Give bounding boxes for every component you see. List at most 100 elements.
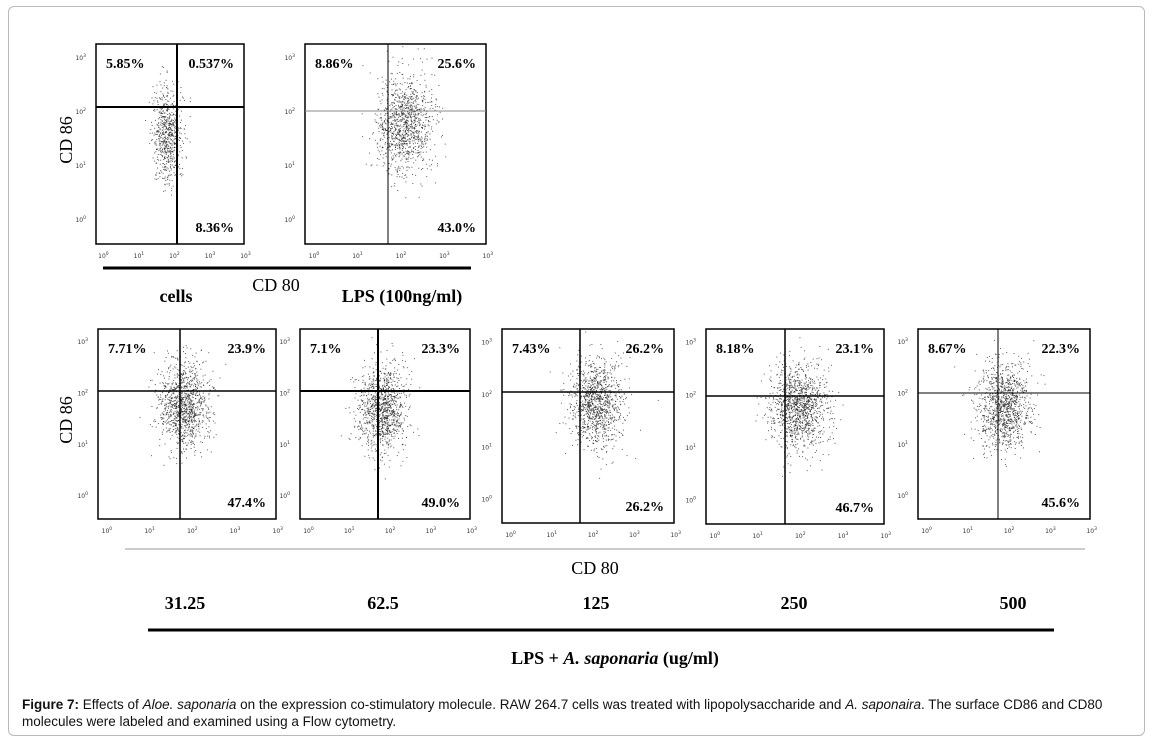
data-point	[183, 448, 184, 450]
data-point	[598, 397, 600, 399]
data-point	[589, 417, 591, 419]
data-point	[417, 109, 419, 111]
data-point	[363, 431, 365, 433]
data-point	[198, 421, 200, 423]
data-point	[398, 166, 400, 168]
data-point	[402, 352, 404, 354]
data-point	[174, 161, 176, 163]
data-point	[192, 417, 194, 419]
data-point	[435, 103, 437, 105]
data-point	[586, 390, 588, 392]
data-point	[189, 371, 191, 372]
data-point	[157, 130, 159, 132]
data-point	[170, 138, 172, 140]
data-point	[370, 422, 372, 424]
data-point	[373, 374, 375, 376]
data-point	[423, 48, 425, 50]
data-point	[408, 107, 409, 109]
data-point	[171, 451, 172, 453]
data-point	[417, 97, 419, 99]
data-point	[188, 397, 190, 399]
data-point	[193, 444, 195, 446]
data-point	[396, 413, 398, 415]
data-point	[180, 364, 182, 366]
data-point	[581, 410, 583, 412]
data-point	[406, 378, 408, 380]
data-point	[197, 424, 199, 426]
data-point	[419, 125, 420, 127]
data-point	[164, 148, 165, 150]
data-point	[159, 439, 161, 440]
data-point	[602, 372, 604, 374]
data-point	[173, 403, 175, 405]
data-point	[188, 420, 190, 422]
data-point	[166, 383, 168, 384]
data-point	[166, 70, 168, 72]
data-point	[414, 131, 416, 133]
data-point	[198, 394, 200, 396]
data-point	[165, 152, 167, 154]
data-point	[393, 134, 394, 136]
data-point	[170, 402, 172, 404]
data-point	[188, 416, 189, 418]
data-point	[197, 379, 199, 381]
data-point	[160, 91, 162, 93]
data-point	[382, 81, 384, 83]
data-point	[159, 129, 161, 131]
data-point	[191, 409, 193, 410]
data-point	[385, 416, 386, 418]
data-point	[407, 130, 409, 132]
data-point	[599, 372, 601, 373]
data-point	[397, 414, 399, 416]
data-point	[609, 411, 611, 413]
data-point	[151, 97, 153, 99]
data-point	[379, 397, 381, 399]
data-point	[614, 407, 616, 409]
data-point	[382, 165, 384, 167]
data-point	[181, 398, 183, 399]
data-point	[201, 442, 203, 443]
data-point	[373, 410, 375, 412]
data-point	[409, 78, 411, 80]
data-point	[199, 393, 200, 395]
data-point	[588, 420, 590, 422]
data-point	[163, 131, 164, 133]
data-point	[182, 401, 184, 403]
data-point	[185, 373, 187, 375]
data-point	[608, 418, 610, 420]
data-point	[172, 156, 174, 158]
data-point	[608, 384, 610, 385]
data-point	[363, 422, 365, 424]
data-point	[410, 116, 412, 118]
data-point	[390, 394, 392, 395]
data-point	[189, 386, 191, 388]
x-tick-exponent: 3	[212, 251, 215, 257]
data-point	[360, 399, 362, 401]
data-point	[429, 108, 431, 110]
data-point	[161, 99, 163, 101]
data-point	[403, 107, 405, 109]
data-point	[162, 95, 164, 97]
data-point	[417, 428, 419, 430]
data-point	[396, 171, 398, 173]
data-point	[585, 395, 587, 397]
data-point	[162, 413, 164, 415]
data-point	[589, 378, 591, 379]
data-point	[189, 371, 191, 373]
data-point	[163, 103, 165, 105]
data-point	[196, 402, 198, 404]
data-point	[179, 137, 181, 139]
data-point	[409, 109, 411, 111]
data-point	[393, 102, 395, 104]
data-point	[608, 439, 610, 440]
data-point	[186, 347, 188, 349]
data-point	[168, 378, 170, 380]
data-point	[161, 107, 163, 109]
data-point	[424, 126, 426, 128]
data-point	[395, 128, 396, 130]
data-point	[395, 123, 397, 125]
data-point	[374, 405, 376, 407]
data-point	[386, 378, 388, 379]
data-point	[159, 81, 161, 83]
data-point	[169, 131, 171, 133]
